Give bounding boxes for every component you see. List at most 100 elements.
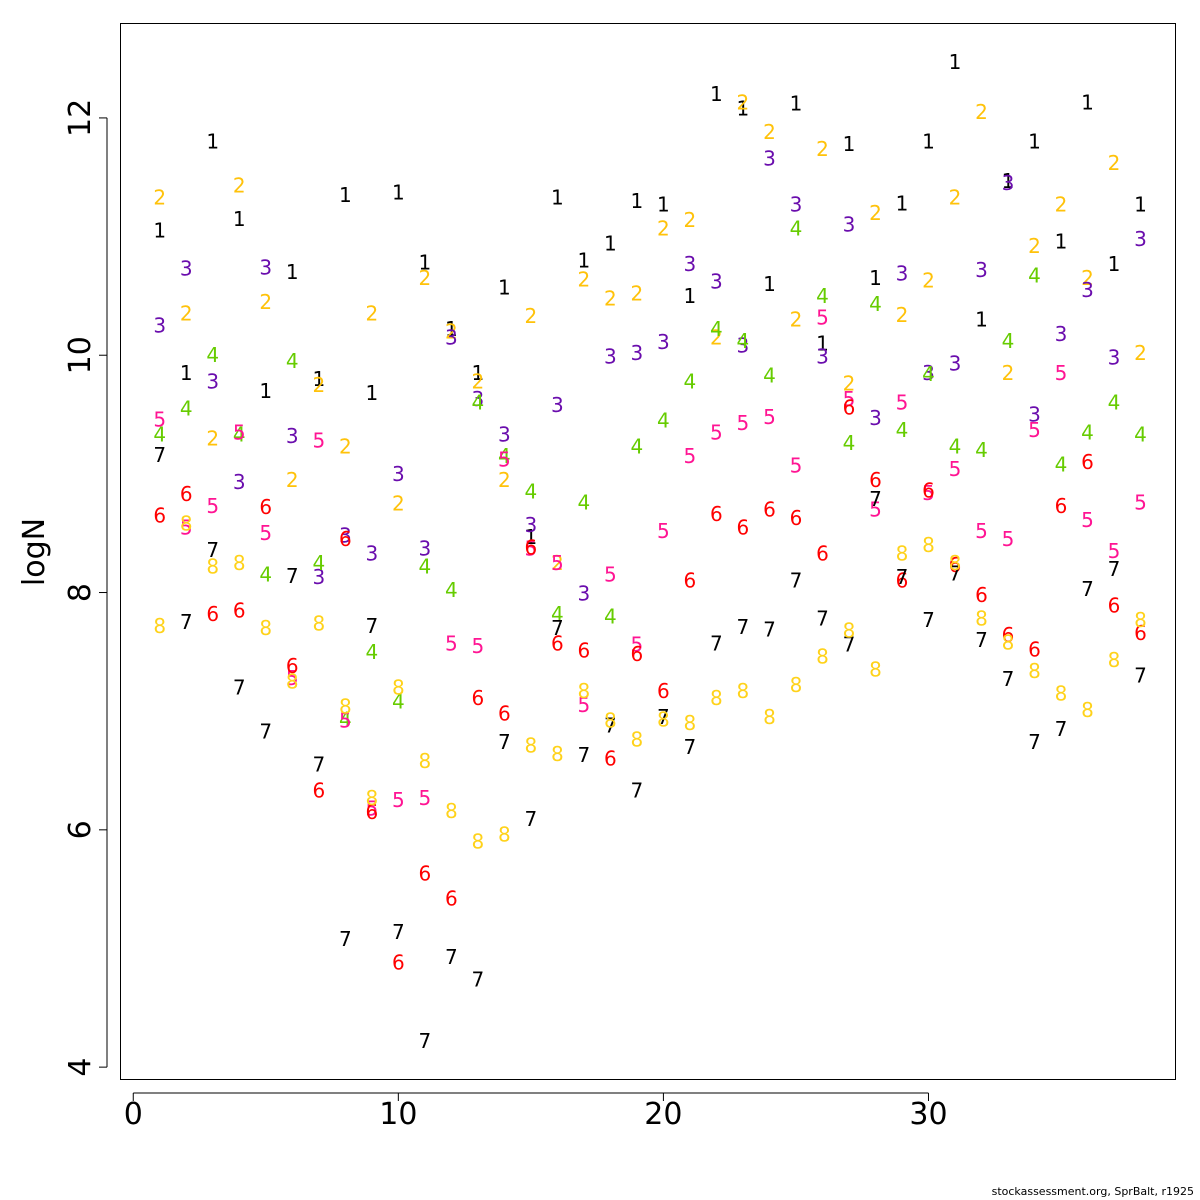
data-point-age-1: 1: [471, 361, 484, 385]
data-point-age-5: 5: [684, 444, 697, 468]
data-point-age-2: 2: [206, 426, 219, 450]
data-point-age-5: 5: [1108, 539, 1121, 563]
data-point-age-7: 7: [710, 632, 723, 656]
data-point-age-5: 5: [922, 481, 935, 505]
data-point-age-7: 7: [949, 562, 962, 586]
data-point-age-3: 3: [843, 213, 856, 237]
data-point-age-7: 7: [259, 719, 272, 743]
data-point-age-6: 6: [975, 583, 988, 607]
data-point-age-2: 2: [233, 174, 246, 198]
data-point-age-4: 4: [233, 423, 246, 447]
data-point-age-8: 8: [684, 711, 697, 735]
data-point-age-6: 6: [763, 497, 776, 521]
data-point-age-6: 6: [790, 506, 803, 530]
data-point-age-1: 1: [206, 130, 219, 154]
data-point-age-8: 8: [1028, 659, 1041, 683]
data-point-age-5: 5: [551, 551, 564, 575]
x-tick-label: 20: [644, 1097, 682, 1132]
data-point-age-6: 6: [922, 478, 935, 502]
data-point-age-7: 7: [471, 967, 484, 991]
data-point-age-5: 5: [1081, 508, 1094, 532]
data-point-age-2: 2: [790, 308, 803, 332]
data-point-age-3: 3: [524, 513, 537, 537]
data-point-age-1: 1: [578, 248, 591, 272]
data-point-age-1: 1: [657, 193, 670, 217]
data-point-age-8: 8: [790, 673, 803, 697]
data-point-age-8: 8: [1055, 681, 1068, 705]
data-point-age-5: 5: [259, 521, 272, 545]
data-point-age-1: 1: [445, 317, 458, 341]
data-point-age-6: 6: [1055, 494, 1068, 518]
data-point-age-4: 4: [1081, 420, 1094, 444]
data-point-age-6: 6: [206, 602, 219, 626]
data-point-age-2: 2: [392, 492, 405, 516]
data-point-age-5: 5: [1055, 361, 1068, 385]
data-point-age-7: 7: [816, 607, 829, 631]
data-point-age-8: 8: [604, 709, 617, 733]
data-point-age-1: 1: [259, 379, 272, 403]
data-point-age-4: 4: [392, 690, 405, 714]
data-point-age-6: 6: [180, 482, 193, 506]
data-point-age-3: 3: [684, 252, 697, 276]
data-point-age-5: 5: [471, 634, 484, 658]
data-point-age-2: 2: [339, 435, 352, 459]
data-point-age-6: 6: [737, 515, 750, 539]
data-point-age-3: 3: [445, 325, 458, 349]
data-point-age-5: 5: [445, 632, 458, 656]
data-point-age-5: 5: [1002, 527, 1015, 551]
data-point-age-4: 4: [790, 216, 803, 240]
data-point-age-8: 8: [578, 679, 591, 703]
data-point-age-7: 7: [1002, 667, 1015, 691]
data-point-age-4: 4: [604, 604, 617, 628]
data-point-age-8: 8: [949, 551, 962, 575]
data-point-age-2: 2: [922, 268, 935, 292]
data-point-age-1: 1: [1081, 90, 1094, 114]
data-point-age-5: 5: [578, 693, 591, 717]
data-point-age-3: 3: [551, 393, 564, 417]
data-point-age-8: 8: [1134, 608, 1147, 632]
data-point-age-1: 1: [843, 132, 856, 156]
data-point-age-3: 3: [418, 537, 431, 561]
data-point-age-3: 3: [710, 270, 723, 294]
data-point-age-1: 1: [312, 367, 325, 391]
data-point-age-2: 2: [471, 369, 484, 393]
data-point-age-2: 2: [657, 216, 670, 240]
data-point-age-7: 7: [392, 920, 405, 944]
data-point-age-8: 8: [710, 686, 723, 710]
data-point-age-5: 5: [365, 796, 378, 820]
data-point-age-2: 2: [312, 373, 325, 397]
data-point-age-2: 2: [1134, 341, 1147, 365]
data-point-age-6: 6: [949, 553, 962, 577]
data-point-age-8: 8: [763, 705, 776, 729]
data-point-age-4: 4: [418, 554, 431, 578]
data-point-age-2: 2: [1002, 361, 1015, 385]
data-point-age-7: 7: [339, 927, 352, 951]
data-point-age-7: 7: [631, 779, 644, 803]
plot-frame: [120, 23, 1176, 1080]
data-point-age-8: 8: [498, 823, 511, 847]
data-point-age-5: 5: [737, 411, 750, 435]
data-point-age-6: 6: [1002, 623, 1015, 647]
data-point-age-7: 7: [1028, 730, 1041, 754]
data-point-age-2: 2: [949, 185, 962, 209]
y-axis-title: logN: [17, 518, 52, 586]
data-point-age-1: 1: [498, 276, 511, 300]
data-point-age-5: 5: [233, 420, 246, 444]
data-point-age-2: 2: [843, 372, 856, 396]
data-point-age-4: 4: [1028, 264, 1041, 288]
data-point-age-2: 2: [896, 303, 909, 327]
data-point-age-2: 2: [524, 304, 537, 328]
data-point-age-6: 6: [551, 632, 564, 656]
data-point-age-3: 3: [604, 344, 617, 368]
data-point-age-6: 6: [339, 527, 352, 551]
data-point-age-1: 1: [896, 191, 909, 215]
data-point-age-5: 5: [312, 429, 325, 453]
data-point-age-8: 8: [206, 554, 219, 578]
data-point-age-2: 2: [259, 290, 272, 314]
data-point-age-2: 2: [180, 302, 193, 326]
data-point-age-6: 6: [365, 800, 378, 824]
data-point-age-2: 2: [684, 208, 697, 232]
y-axis: 4 6 8 10 12: [63, 99, 108, 1077]
data-point-age-6: 6: [1028, 637, 1041, 661]
data-point-age-6: 6: [392, 951, 405, 975]
